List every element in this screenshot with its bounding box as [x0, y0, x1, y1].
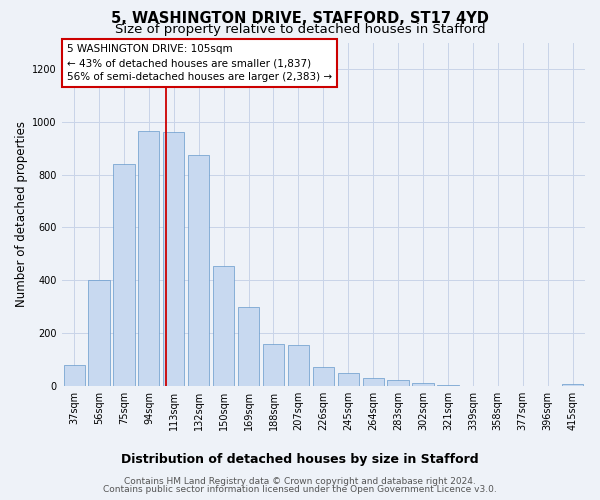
Text: Contains HM Land Registry data © Crown copyright and database right 2024.: Contains HM Land Registry data © Crown c… [124, 477, 476, 486]
Bar [412, 382, 434, 386]
Text: Distribution of detached houses by size in Stafford: Distribution of detached houses by size … [121, 452, 479, 466]
Bar [64, 364, 85, 386]
Bar [288, 345, 309, 386]
Bar [362, 378, 384, 386]
Bar [263, 344, 284, 386]
Bar [562, 384, 583, 386]
Bar [313, 368, 334, 386]
Text: 5 WASHINGTON DRIVE: 105sqm
← 43% of detached houses are smaller (1,837)
56% of s: 5 WASHINGTON DRIVE: 105sqm ← 43% of deta… [67, 44, 332, 82]
Bar [238, 306, 259, 386]
Bar [188, 154, 209, 386]
Bar [338, 372, 359, 386]
Bar [437, 385, 458, 386]
Y-axis label: Number of detached properties: Number of detached properties [15, 121, 28, 307]
Bar [163, 132, 184, 386]
Text: Contains public sector information licensed under the Open Government Licence v3: Contains public sector information licen… [103, 484, 497, 494]
Bar [113, 164, 134, 386]
Bar [388, 380, 409, 386]
Bar [213, 266, 234, 386]
Bar [88, 280, 110, 386]
Text: 5, WASHINGTON DRIVE, STAFFORD, ST17 4YD: 5, WASHINGTON DRIVE, STAFFORD, ST17 4YD [111, 11, 489, 26]
Text: Size of property relative to detached houses in Stafford: Size of property relative to detached ho… [115, 22, 485, 36]
Bar [138, 131, 160, 386]
